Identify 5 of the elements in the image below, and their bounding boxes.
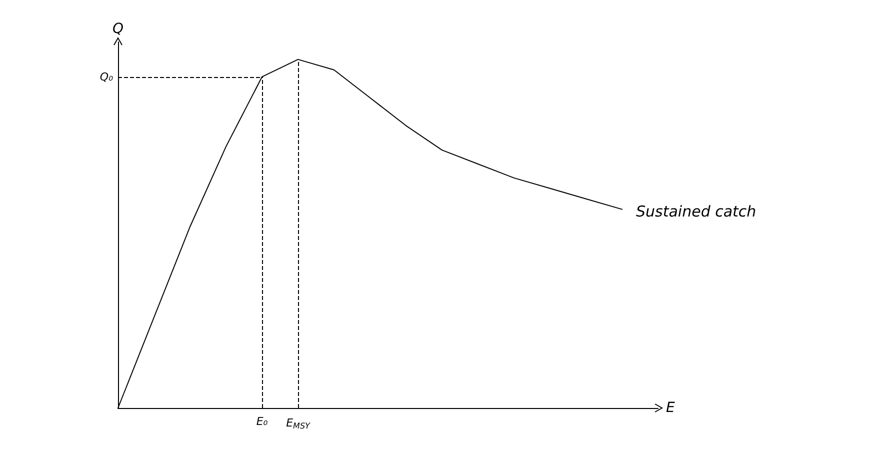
x-tick-label: E₀ bbox=[256, 415, 268, 428]
y-axis-title: Q bbox=[112, 21, 124, 37]
ref-line-label: Q₀ bbox=[100, 70, 114, 84]
series-label: Sustained catch bbox=[636, 202, 756, 220]
x-axis-title: E bbox=[666, 400, 675, 416]
